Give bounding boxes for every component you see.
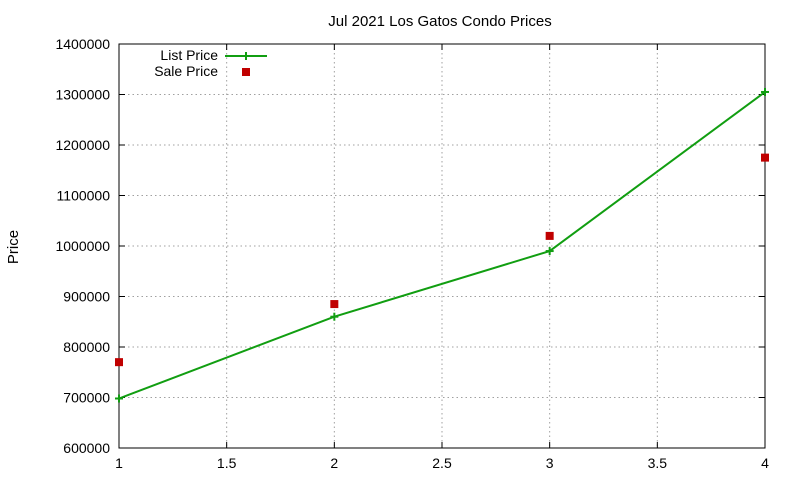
y-tick-label: 1100000	[57, 188, 111, 204]
sale-price-point	[545, 231, 554, 240]
x-tick-label: 1	[115, 455, 123, 471]
y-tick-label: 600000	[63, 440, 110, 456]
y-tick-label: 1200000	[55, 137, 110, 153]
y-tick-label: 900000	[63, 289, 110, 305]
y-tick-label: 1300000	[55, 87, 110, 103]
series-layer	[115, 87, 769, 403]
x-tick-label: 2.5	[432, 455, 452, 471]
x-tick-label: 2	[330, 455, 338, 471]
legend: List Price Sale Price	[154, 47, 267, 79]
x-tick-label: 3	[546, 455, 554, 471]
y-tick-label: 800000	[63, 339, 110, 355]
list-price-point	[761, 87, 769, 96]
x-tick-label: 4	[761, 455, 769, 471]
y-tick-label: 1000000	[55, 238, 110, 254]
list-price-point	[115, 394, 123, 403]
x-tick-label: 1.5	[217, 455, 237, 471]
sale-price-point	[115, 358, 123, 367]
legend-marker-list-price	[242, 52, 250, 60]
y-tick-label: 700000	[63, 390, 110, 406]
list-price-point	[330, 312, 339, 321]
sale-price-point	[761, 153, 769, 162]
y-axis-label: Price	[5, 230, 22, 264]
axis-ticks: 6000007000008000009000001000000110000012…	[55, 36, 769, 471]
legend-swatch-sale-price	[242, 68, 250, 76]
series-line-list-price	[118, 91, 766, 400]
x-tick-label: 3.5	[648, 455, 668, 471]
y-tick-label: 1400000	[55, 36, 110, 52]
legend-label-list-price: List Price	[160, 47, 218, 63]
grid-lines	[119, 44, 765, 448]
list-price-point	[545, 247, 554, 256]
legend-label-sale-price: Sale Price	[154, 63, 218, 79]
chart-title: Jul 2021 Los Gatos Condo Prices	[328, 13, 551, 30]
sale-price-point	[330, 300, 339, 309]
